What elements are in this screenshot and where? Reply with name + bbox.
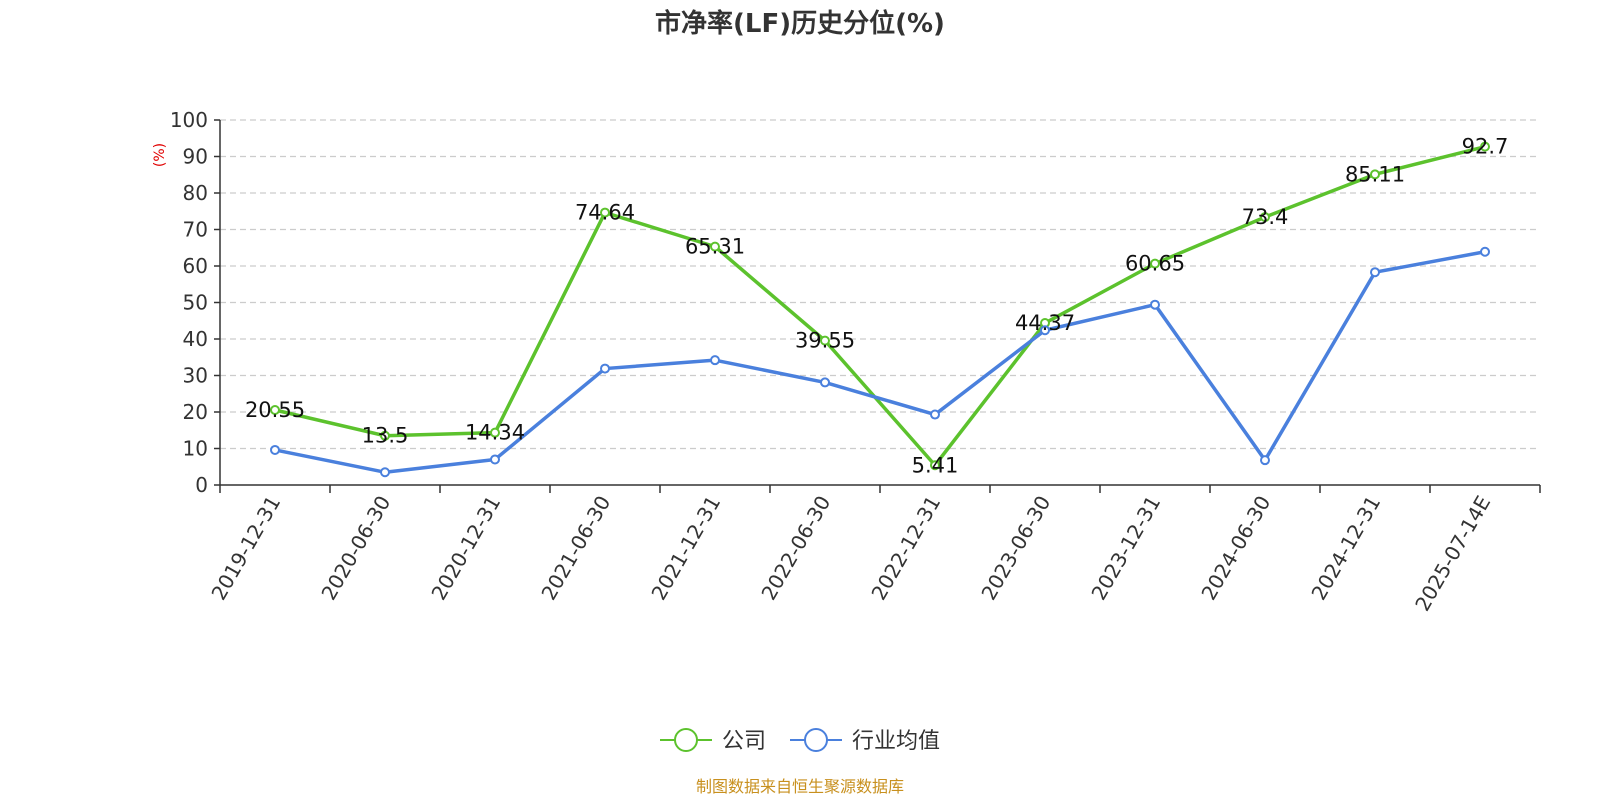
series-1: [270, 141, 1490, 471]
x-tick-label: 2024-12-31: [1306, 492, 1385, 605]
x-tick-label: 2024-06-30: [1196, 492, 1275, 605]
series-line: [274, 250, 1486, 474]
axes: 0 10 20 30 40 50 60 70 80 90 100 2019-12-31 2020-06-…: [170, 108, 1541, 616]
data-label: 39.55: [795, 329, 855, 353]
x-tick-label: 2021-12-31: [646, 492, 725, 605]
data-point[interactable]: [490, 427, 500, 438]
y-tick-label: 10: [183, 437, 208, 461]
legend-item-2[interactable]: 行业均值: [790, 728, 940, 754]
data-point[interactable]: [270, 444, 280, 455]
series-line: [274, 144, 1486, 468]
x-tick-label: 2022-12-31: [866, 492, 945, 605]
y-tick-label: 30: [183, 364, 208, 388]
source-note: 制图数据来自恒生聚源数据库: [696, 777, 904, 796]
series-2: [270, 246, 1490, 478]
data-label: 44.37: [1015, 311, 1075, 335]
data-label: 73.4: [1242, 205, 1289, 229]
y-tick-label: 90: [183, 145, 208, 169]
data-point[interactable]: [1040, 325, 1050, 336]
series-lines: [270, 141, 1490, 478]
legend-item-1[interactable]: 公司: [660, 728, 766, 754]
y-tick-label: 100: [170, 108, 208, 132]
data-point[interactable]: [490, 454, 500, 465]
data-point[interactable]: [1260, 455, 1270, 466]
x-tick-label: 2023-06-30: [976, 492, 1055, 605]
data-label: 13.5: [362, 424, 409, 448]
data-point[interactable]: [270, 404, 280, 415]
data-point[interactable]: [600, 363, 610, 374]
data-point[interactable]: [1260, 212, 1270, 223]
data-point[interactable]: [1370, 169, 1380, 180]
data-point[interactable]: [600, 207, 610, 218]
data-point[interactable]: [1150, 258, 1160, 269]
data-point[interactable]: [820, 377, 830, 388]
data-labels: 20.55 13.5 14.34 74.64 65.31 39.55 5.41 44.37 60…: [245, 135, 1508, 478]
data-point[interactable]: [1150, 299, 1160, 310]
y-tick-label: 60: [183, 254, 208, 278]
y-tick-label: 80: [183, 181, 208, 205]
data-point[interactable]: [820, 335, 830, 346]
data-point[interactable]: [710, 241, 720, 252]
data-label: 20.55: [245, 398, 305, 422]
y-tick-label: 20: [183, 400, 208, 424]
y-axis-label: (%): [152, 143, 168, 167]
x-tick-label: 2020-12-31: [426, 492, 505, 605]
x-tick-label: 2020-06-30: [316, 492, 395, 605]
legend-label: 行业均值: [852, 729, 940, 754]
data-point[interactable]: [930, 460, 940, 471]
y-tick-label: 50: [183, 291, 208, 315]
legend-label: 公司: [722, 729, 766, 754]
legend[interactable]: 公司 行业均值: [660, 728, 940, 754]
legend-marker-icon: [674, 728, 698, 752]
data-label: 65.31: [685, 235, 745, 259]
data-point[interactable]: [380, 467, 390, 478]
data-point[interactable]: [930, 409, 940, 420]
y-tick-label: 0: [195, 473, 208, 497]
chart-title: 市净率(LF)历史分位(%): [655, 8, 945, 39]
data-label: 60.65: [1125, 252, 1185, 276]
data-label: 5.41: [912, 453, 959, 477]
data-label: 85.11: [1345, 162, 1405, 186]
x-tick-label: 2021-06-30: [536, 492, 615, 605]
data-label: 14.34: [465, 421, 525, 445]
data-point[interactable]: [380, 430, 390, 441]
x-tick-label: 2023-12-31: [1086, 492, 1165, 605]
data-label: 74.64: [575, 201, 635, 225]
y-tick-label: 70: [183, 218, 208, 242]
legend-marker-icon: [804, 728, 828, 752]
grid-lines: [220, 119, 1540, 450]
x-tick-label: 2025-07-14E: [1410, 492, 1495, 616]
data-point[interactable]: [710, 355, 720, 366]
data-point[interactable]: [1480, 246, 1490, 257]
x-tick-label: 2022-06-30: [756, 492, 835, 605]
x-tick-label: 2019-12-31: [206, 492, 285, 605]
data-point[interactable]: [1480, 141, 1490, 152]
data-label: 92.7: [1462, 135, 1509, 159]
data-point[interactable]: [1370, 267, 1380, 278]
y-tick-label: 40: [183, 327, 208, 351]
